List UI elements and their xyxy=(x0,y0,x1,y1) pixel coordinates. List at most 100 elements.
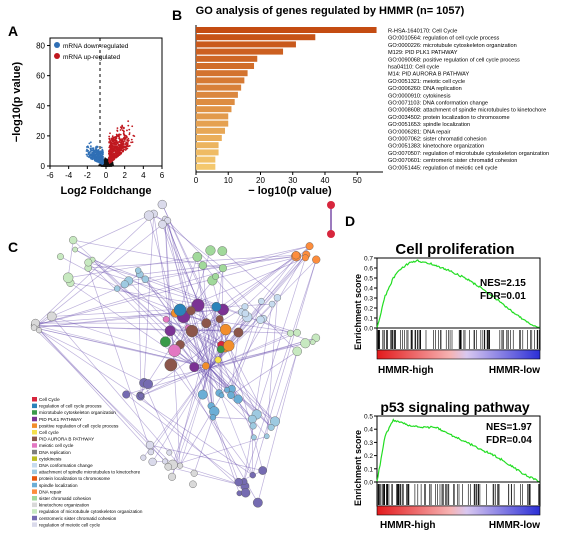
volcano-point xyxy=(114,137,117,140)
network-edge xyxy=(126,337,316,395)
network-edge xyxy=(197,256,214,418)
volcano-point xyxy=(96,155,99,158)
network-node xyxy=(72,246,78,253)
network-node xyxy=(177,462,184,469)
network-node xyxy=(240,488,251,498)
volcano-point xyxy=(123,136,125,139)
network-node xyxy=(164,325,176,337)
go-category-label: R-HSA-1640170: Cell Cycle xyxy=(388,29,457,35)
volcano-point xyxy=(109,149,112,152)
go-bar xyxy=(196,99,235,105)
gsea-y-tick-label: 0.1 xyxy=(364,316,373,323)
volcano-x-tick-label: 0 xyxy=(104,171,109,180)
network-node xyxy=(312,255,321,264)
network-edge xyxy=(34,325,152,453)
volcano-point xyxy=(109,148,112,151)
go-x-tick-label: 20 xyxy=(256,176,265,185)
network-edge xyxy=(183,316,298,334)
network-legend-label: spindle localization xyxy=(39,483,78,488)
network-edge xyxy=(73,239,223,269)
network-node xyxy=(258,466,268,475)
network-node xyxy=(305,242,314,251)
gsea-title: p53 signaling pathway xyxy=(380,399,530,415)
network-edge xyxy=(74,249,226,330)
go-category-label: GO:0007062: sister chromatid cohesion xyxy=(388,137,487,143)
gsea-nes: NES=1.97 xyxy=(486,422,532,433)
go-bar xyxy=(196,127,226,134)
volcano-point xyxy=(128,133,131,136)
panel-label-c: C xyxy=(8,239,18,255)
network-node xyxy=(211,301,222,312)
panel-label-b: B xyxy=(172,7,182,23)
volcano-point xyxy=(113,142,115,145)
go-category-label: GO:0000910: cytokinesis xyxy=(388,93,451,99)
volcano-point xyxy=(99,152,101,154)
volcano-point xyxy=(97,157,99,160)
network-node xyxy=(148,457,157,466)
network-edge xyxy=(128,280,211,369)
network-node xyxy=(46,311,57,322)
network-node xyxy=(158,220,167,229)
volcano-point xyxy=(127,140,129,143)
network-edge xyxy=(247,316,298,334)
go-category-label: M14: PID AURORA B PATHWAY xyxy=(388,72,469,78)
network-edge xyxy=(202,306,217,395)
volcano-point xyxy=(91,155,93,158)
go-bar xyxy=(196,34,316,41)
gsea-plot-p53-signaling: p53 signaling pathway 0.0 0.1 0.2 0.3 0.4 0.5… xyxy=(353,399,541,531)
gsea-hits-frame xyxy=(376,481,541,507)
network-edge xyxy=(137,270,211,369)
gsea-y-tick-label: 0.4 xyxy=(364,286,373,293)
network-legend-swatch xyxy=(32,449,37,455)
go-bar xyxy=(196,163,216,170)
volcano-point xyxy=(92,158,94,160)
network-node xyxy=(214,356,222,364)
volcano-point xyxy=(119,151,122,154)
mini-network-node xyxy=(327,230,335,238)
network-legend-swatch xyxy=(32,522,37,527)
volcano-point xyxy=(95,160,98,162)
volcano-point xyxy=(109,141,112,144)
network-edge xyxy=(51,316,211,369)
network-edge xyxy=(205,342,306,367)
go-bar-chart: GO analysis of genes regulated by HMMR (… xyxy=(194,5,549,197)
network-edge xyxy=(209,332,298,369)
network-legend-swatch xyxy=(32,403,37,409)
network-edge xyxy=(193,417,214,474)
network-edge xyxy=(148,215,176,314)
network-legend-label: regulation of meiotic cell cycle xyxy=(39,522,100,527)
volcano-y-tick-label: 0 xyxy=(41,162,46,171)
network-legend-swatch xyxy=(32,436,37,442)
gsea-rank-bar xyxy=(376,349,541,360)
volcano-point xyxy=(95,149,97,152)
network-node xyxy=(301,254,309,262)
network-edge xyxy=(212,417,253,420)
network-edge xyxy=(34,310,192,329)
network-edge xyxy=(221,313,246,346)
network-legend-swatch xyxy=(32,423,37,428)
volcano-point xyxy=(98,153,101,156)
network-legend-swatch xyxy=(32,410,37,415)
network-edge xyxy=(197,304,226,348)
network-legend-swatch xyxy=(32,430,37,435)
network-edge xyxy=(87,267,152,453)
volcano-point xyxy=(118,136,121,139)
volcano-point xyxy=(113,145,115,148)
network-legend-label: Cell Cycle xyxy=(39,397,60,402)
volcano-point xyxy=(122,127,125,130)
network-node xyxy=(168,344,181,357)
volcano-point xyxy=(92,148,95,150)
go-bar xyxy=(196,70,248,77)
gsea-y-tick-label: 0.5 xyxy=(364,414,373,421)
network-node xyxy=(84,258,93,267)
network-edge xyxy=(171,367,211,477)
volcano-point xyxy=(86,150,89,153)
volcano-point xyxy=(113,152,116,155)
network-node xyxy=(197,389,208,400)
volcano-point xyxy=(121,126,123,129)
network-node xyxy=(113,285,121,292)
go-category-label: GO:0051383: kinetochore organization xyxy=(388,144,484,150)
network-node xyxy=(189,362,200,373)
network-edge xyxy=(209,319,221,369)
gsea-hits-frame xyxy=(376,327,541,351)
